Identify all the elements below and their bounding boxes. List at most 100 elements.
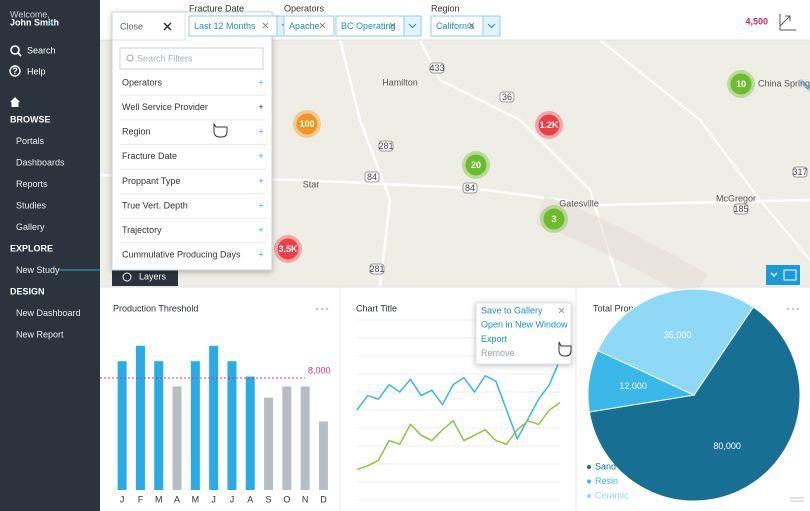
panel-menu-dots[interactable] [315, 307, 329, 311]
pie-slice [597, 288, 754, 396]
context-menu-item[interactable]: Remove [481, 348, 515, 358]
nav-item[interactable]: New Dashboard [16, 308, 81, 318]
chip-remove[interactable] [468, 22, 475, 29]
nav-item[interactable]: Reports [16, 179, 48, 189]
nav-item[interactable]: Studies [16, 200, 47, 210]
x-tick-label: M [155, 494, 163, 504]
filter-option[interactable]: True Vert. Depth [122, 200, 188, 210]
line-series [356, 402, 561, 471]
close-icon[interactable] [163, 22, 172, 31]
x-tick-label: M [192, 494, 200, 504]
panel-title: Production Threshold [113, 303, 198, 313]
road-shield [499, 91, 515, 103]
user-caret [46, 20, 54, 25]
filter-option[interactable]: Operators [122, 77, 163, 87]
dropdown-caret [487, 23, 496, 29]
cluster[interactable] [538, 114, 560, 136]
filter-dropdown[interactable] [482, 15, 501, 37]
cluster[interactable] [543, 208, 565, 230]
nav-item[interactable]: New Report [16, 329, 64, 339]
panel-title: Chart Title [356, 303, 397, 313]
search-icon [10, 45, 20, 55]
layers-button[interactable] [112, 268, 178, 286]
filter-chip[interactable] [283, 15, 335, 37]
chip-remove[interactable] [319, 22, 326, 29]
add-icon: + [258, 102, 263, 112]
nav-item[interactable]: Portals [16, 136, 45, 146]
panel-menu-dots[interactable] [786, 307, 800, 311]
cluster[interactable] [465, 154, 487, 176]
threshold-label: 8,000 [308, 365, 331, 375]
filter-option[interactable]: Trajectory [122, 225, 162, 235]
road-number: 433 [429, 63, 444, 73]
pie-label: 80,000 [713, 441, 741, 451]
context-menu-item[interactable]: Export [481, 334, 508, 344]
nav-item[interactable]: Dashboards [16, 157, 65, 167]
map-control[interactable] [766, 265, 800, 285]
welcome: Welcome, [10, 9, 50, 19]
place-label: McGregor [716, 193, 756, 203]
road-shield [733, 203, 749, 215]
x-tick-label: N [302, 494, 309, 504]
filter-label: Operators [284, 3, 325, 13]
expand-icon[interactable] [779, 14, 796, 31]
add-icon: + [258, 127, 263, 137]
cluster[interactable] [730, 73, 752, 95]
filter-dropdown[interactable] [403, 15, 422, 37]
water [798, 78, 810, 92]
road-shield [462, 182, 478, 194]
context-menu [475, 302, 572, 365]
section-title: EXPLORE [10, 243, 53, 253]
add-icon: + [258, 250, 263, 260]
chip-remove[interactable] [389, 22, 396, 29]
x-tick-label: J [120, 494, 125, 504]
nav-item[interactable]: Gallery [16, 222, 45, 232]
filter-option[interactable]: Cummulative Producing Days [122, 250, 241, 260]
bar [172, 386, 182, 490]
close-button[interactable]: Close [120, 21, 143, 31]
filter-option[interactable]: Well Service Provider [122, 102, 208, 112]
road-shield [364, 171, 380, 183]
search-icon [126, 54, 134, 62]
x-tick-label: A [174, 494, 180, 504]
road-number: 84 [367, 172, 377, 182]
chip-remove[interactable] [262, 22, 269, 29]
road [599, 39, 810, 261]
filter-option[interactable]: Proppant Type [122, 176, 180, 186]
context-menu-item[interactable]: Save to Gallery [481, 305, 543, 315]
filter-chip-label: Apache [289, 21, 320, 31]
cluster[interactable] [296, 113, 318, 135]
x-tick-label: D [320, 494, 327, 504]
road [338, 39, 392, 288]
road-shield [378, 140, 394, 152]
road-number: 36 [502, 92, 512, 102]
filter-option[interactable]: Fracture Date [122, 151, 177, 161]
cluster[interactable] [277, 238, 299, 260]
x-tick-label: J [211, 494, 216, 504]
layers-label: Layers [139, 271, 167, 281]
help-link[interactable]: Help [27, 66, 46, 76]
filter-label: Fracture Date [189, 3, 244, 13]
layers-icon [122, 272, 132, 282]
map-control-icon [783, 269, 797, 281]
filter-option[interactable]: Region [122, 127, 151, 137]
cluster-label: 10 [736, 79, 746, 89]
search-input[interactable] [119, 47, 264, 70]
user-name[interactable]: John Smith [10, 17, 59, 27]
search-icon [17, 52, 22, 57]
cluster-label: 100 [299, 119, 314, 129]
search-link[interactable]: Search [27, 45, 56, 55]
x-tick-label: J [230, 494, 235, 504]
legend-swatch [587, 465, 591, 469]
cluster-label: 3 [551, 214, 556, 224]
legend-swatch [587, 479, 591, 484]
nav-item[interactable]: New Study [16, 265, 60, 275]
road-shield [369, 263, 385, 275]
home-icon[interactable] [10, 97, 20, 107]
context-menu-item[interactable]: Open in New Window [481, 320, 568, 330]
road-shield [429, 62, 445, 74]
help-icon [9, 65, 21, 77]
filter-chip-label: BC Operating [341, 21, 396, 31]
context-close[interactable] [558, 307, 565, 314]
